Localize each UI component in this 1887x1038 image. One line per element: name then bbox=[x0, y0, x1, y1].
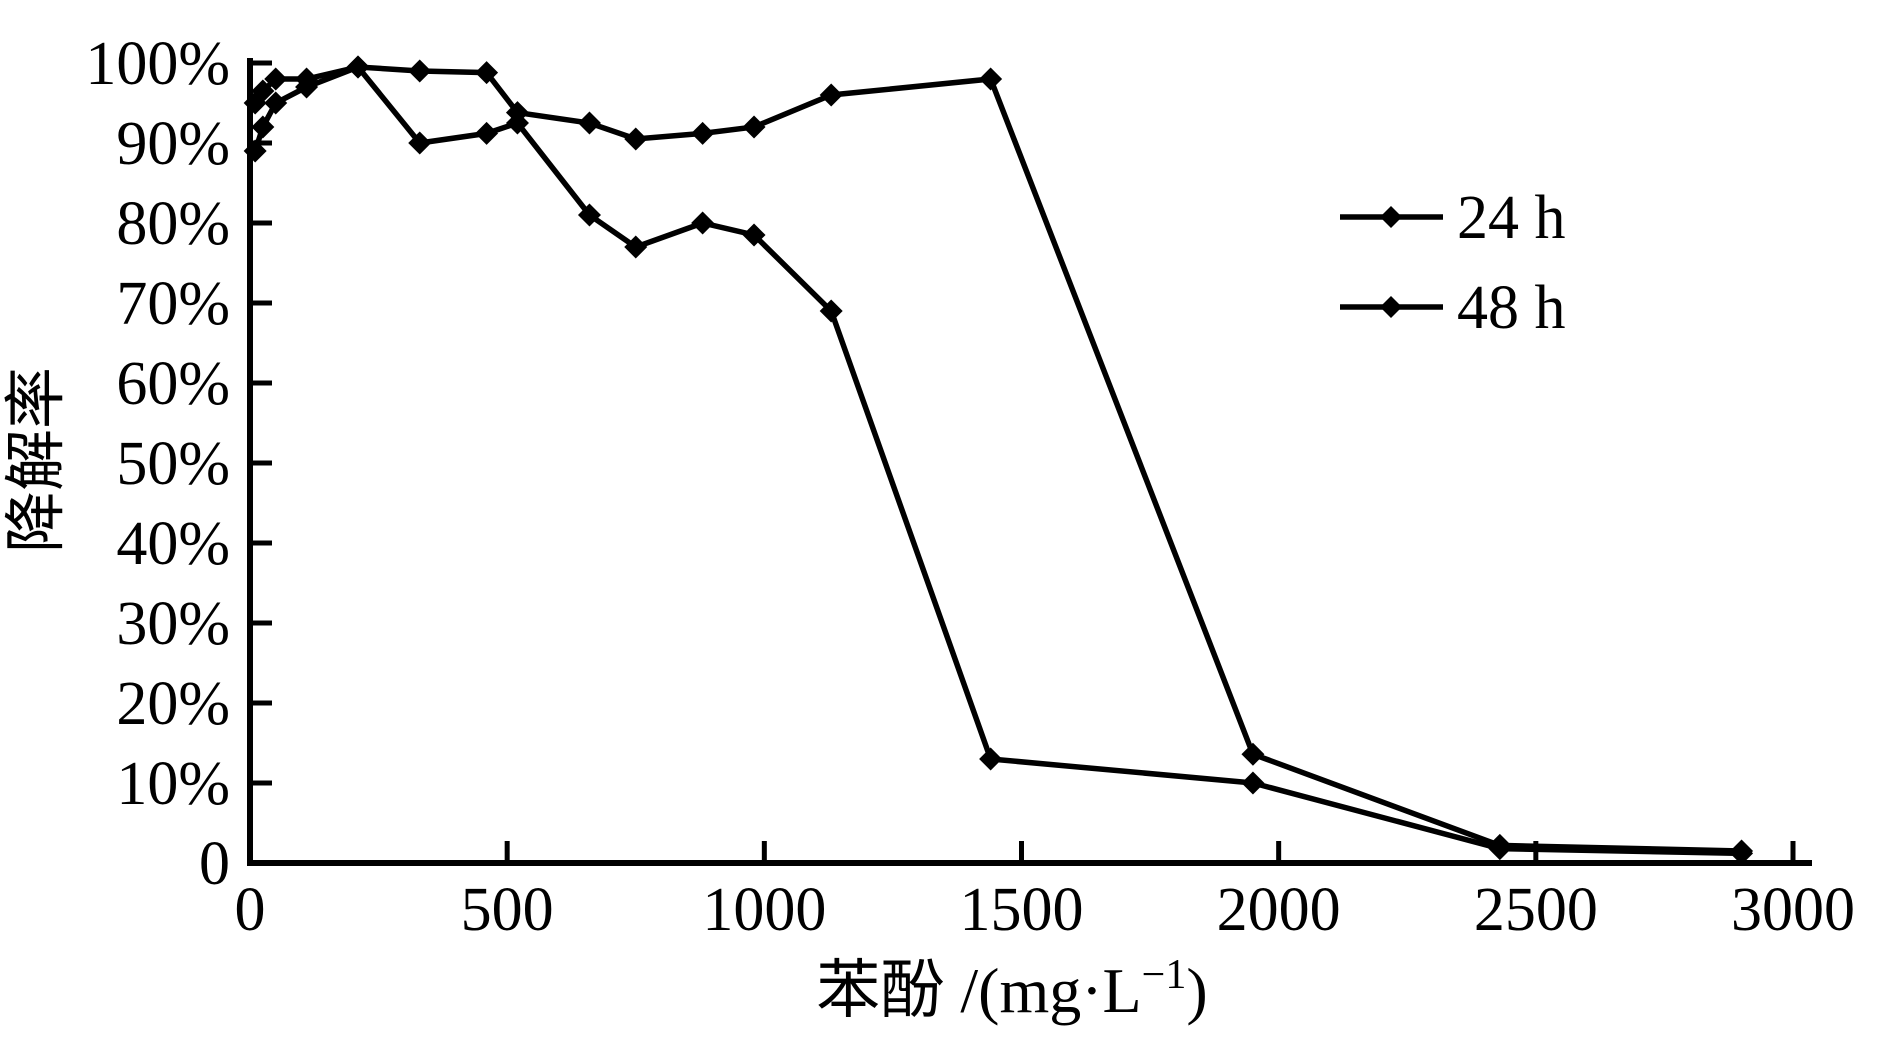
data-point-marker-48h bbox=[505, 101, 529, 125]
axes-frame bbox=[247, 58, 1812, 866]
data-point-marker-24h bbox=[624, 235, 648, 259]
y-tick-label: 20% bbox=[116, 670, 230, 738]
x-tick-label: 2500 bbox=[1474, 876, 1598, 944]
data-point-marker-48h bbox=[577, 111, 601, 135]
data-point-marker-48h bbox=[408, 59, 432, 83]
data-point-marker-48h bbox=[819, 83, 843, 107]
legend-marker-diamond-24h bbox=[1380, 206, 1402, 228]
y-axis-title: 降解率 bbox=[3, 367, 71, 553]
data-point-marker-24h bbox=[243, 139, 267, 163]
data-point-marker-48h bbox=[1488, 833, 1512, 857]
y-tick-label: 10% bbox=[116, 750, 230, 818]
data-point-marker-24h bbox=[819, 299, 843, 323]
y-tick-label: 50% bbox=[116, 430, 230, 498]
data-point-marker-24h bbox=[742, 223, 766, 247]
legend-label-48h: 48 h bbox=[1457, 274, 1566, 342]
y-tick-label: 30% bbox=[116, 590, 230, 658]
data-point-marker-48h bbox=[1730, 839, 1754, 863]
data-point-marker-24h bbox=[251, 115, 275, 139]
data-point-marker-48h bbox=[624, 127, 648, 151]
x-tick-label: 1500 bbox=[960, 876, 1084, 944]
data-point-marker-24h bbox=[1241, 771, 1265, 795]
x-tick-label: 2000 bbox=[1217, 876, 1341, 944]
y-tick-label: 90% bbox=[116, 110, 230, 178]
y-tick-label: 70% bbox=[116, 270, 230, 338]
data-point-marker-24h bbox=[408, 131, 432, 155]
data-point-marker-48h bbox=[742, 115, 766, 139]
x-tick-label: 0 bbox=[235, 876, 266, 944]
data-point-marker-24h bbox=[691, 211, 715, 235]
x-tick-label: 3000 bbox=[1731, 876, 1855, 944]
y-tick-label: 0 bbox=[199, 830, 230, 898]
y-tick-label: 80% bbox=[116, 190, 230, 258]
data-point-marker-48h bbox=[475, 61, 499, 85]
x-axis-title: 苯酚 /(mg·L−1) bbox=[816, 952, 1207, 1026]
data-point-marker-24h bbox=[577, 203, 601, 227]
x-tick-label: 500 bbox=[461, 876, 554, 944]
data-point-marker-48h bbox=[295, 67, 319, 91]
y-tick-label: 60% bbox=[116, 350, 230, 418]
data-point-marker-48h bbox=[691, 121, 715, 145]
data-point-marker-48h bbox=[979, 67, 1003, 91]
data-point-marker-48h bbox=[264, 67, 288, 91]
legend-label-24h: 24 h bbox=[1457, 184, 1566, 252]
y-tick-label: 40% bbox=[116, 510, 230, 578]
data-point-marker-24h bbox=[979, 747, 1003, 771]
y-tick-label: 100% bbox=[85, 30, 230, 98]
data-point-marker-48h bbox=[251, 79, 275, 103]
data-point-marker-24h bbox=[264, 91, 288, 115]
data-point-marker-48h bbox=[1241, 742, 1265, 766]
data-point-marker-48h bbox=[243, 91, 267, 115]
data-point-marker-24h bbox=[475, 121, 499, 145]
data-point-marker-48h bbox=[346, 55, 370, 79]
legend-marker-diamond-48h bbox=[1380, 296, 1402, 318]
x-tick-label: 1000 bbox=[702, 876, 826, 944]
